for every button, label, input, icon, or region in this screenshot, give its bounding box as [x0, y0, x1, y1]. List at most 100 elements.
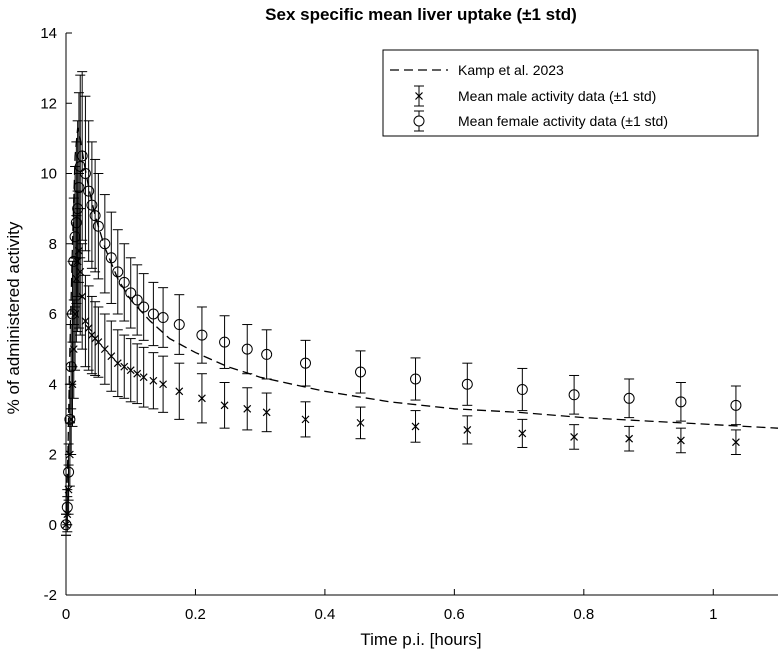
x-tick-label: 1: [709, 606, 717, 623]
female-marker: [147, 308, 159, 320]
male-marker-stroke: [198, 394, 206, 403]
male-marker-stroke: [301, 415, 310, 424]
axes: 0 0.2 0.4 0.6 0.8 1 -2 0 2 4 6 8 10 12 14: [40, 25, 778, 623]
male-data-point: [261, 392, 272, 433]
male-marker-stroke: [262, 408, 271, 417]
x-tick-label: 0.6: [444, 606, 465, 623]
female-marker: [63, 466, 75, 478]
y-tick-label: 8: [49, 236, 57, 253]
female-data-point: [73, 92, 85, 283]
y-tick-label: 2: [49, 447, 57, 464]
x-tick-label: 0.2: [185, 606, 206, 623]
male-data-point: [106, 320, 117, 392]
male-data-point: [462, 415, 473, 445]
male-data-point: [174, 362, 185, 420]
female-marker: [86, 199, 98, 211]
female-marker: [99, 238, 111, 250]
y-tick-label: 10: [40, 166, 57, 183]
female-marker: [196, 329, 208, 341]
male-marker-stroke: [84, 324, 93, 332]
legend-cross-marker-icon: [414, 85, 424, 107]
male-marker-stroke: [518, 429, 527, 438]
female-marker: [675, 396, 687, 408]
male-data-point: [119, 334, 130, 399]
female-data-point: [355, 350, 367, 394]
y-tick-label: 6: [49, 306, 57, 323]
y-tick-label: -2: [44, 587, 57, 604]
female-marker: [623, 392, 635, 404]
legend-box: [382, 49, 759, 137]
male-data-point: [80, 274, 91, 368]
female-data-point: [61, 489, 73, 526]
female-marker: [64, 413, 76, 425]
male-data-point: [158, 355, 169, 413]
male-data-point: [675, 427, 686, 454]
male-data-point: [624, 425, 635, 452]
female-marker: [157, 312, 169, 324]
male-marker-stroke: [67, 415, 76, 424]
female-data-point: [92, 173, 104, 280]
female-marker: [105, 252, 117, 264]
female-data-point: [516, 367, 528, 412]
male-marker-stroke: [113, 359, 122, 368]
female-data-point: [63, 443, 75, 501]
x-tick-label: 0: [62, 606, 70, 623]
male-marker-stroke: [411, 422, 420, 431]
male-marker-stroke: [243, 404, 252, 413]
male-marker-stroke: [149, 376, 158, 385]
male-data-point: [132, 343, 143, 405]
male-marker-stroke: [220, 401, 229, 410]
female-marker: [355, 366, 367, 378]
x-tick-label: 0.8: [573, 606, 594, 623]
male-marker-stroke: [159, 380, 168, 389]
female-marker: [173, 319, 185, 331]
male-data-point: [148, 352, 159, 410]
y-tick-label: 4: [49, 376, 57, 393]
female-marker: [125, 287, 137, 299]
y-tick-label: 12: [40, 95, 57, 112]
female-data-point: [261, 329, 273, 380]
female-data-point: [112, 229, 124, 315]
male-data-point: [125, 338, 136, 403]
female-data-point: [568, 374, 580, 415]
female-data-point: [118, 243, 130, 322]
female-data-point: [623, 378, 635, 419]
male-marker-stroke: [94, 338, 103, 347]
female-marker: [730, 399, 742, 411]
legend-item-kamp: Kamp et al. 2023: [458, 62, 564, 78]
female-data-point: [730, 385, 742, 426]
male-marker-stroke: [625, 434, 634, 443]
male-data-point: [300, 401, 311, 438]
female-data-point: [410, 357, 422, 401]
x-tick-label: 0.4: [314, 606, 335, 623]
female-marker: [131, 294, 143, 306]
female-data-point: [105, 211, 117, 304]
x-axis-label: Time p.i. [hours]: [360, 630, 481, 649]
female-marker: [261, 348, 273, 360]
female-marker: [79, 168, 91, 179]
female-data-point: [138, 273, 150, 341]
female-marker: [138, 301, 150, 313]
male-marker-stroke: [139, 373, 148, 382]
male-marker-stroke: [463, 425, 472, 434]
female-data-point: [173, 294, 185, 355]
female-data-point: [675, 381, 687, 422]
male-data-point: [410, 410, 421, 443]
female-data-point: [157, 287, 169, 348]
chart-title: Sex specific mean liver uptake (±1 std): [265, 5, 577, 24]
female-marker: [112, 266, 124, 278]
male-data-point: [196, 373, 207, 424]
female-data-point: [219, 315, 231, 369]
male-marker-stroke: [133, 369, 142, 378]
female-marker: [76, 150, 88, 162]
kamp-2023-curve: [65, 127, 779, 525]
female-data-point: [196, 306, 208, 364]
male-data-point: [99, 313, 110, 385]
female-marker: [70, 217, 82, 229]
legend-item-male: Mean male activity data (±1 std): [458, 88, 656, 104]
male-marker-stroke: [81, 317, 90, 325]
female-marker: [461, 378, 473, 390]
female-data-point: [147, 281, 159, 347]
legend: Kamp et al. 2023 Mean male activity data…: [382, 49, 759, 137]
